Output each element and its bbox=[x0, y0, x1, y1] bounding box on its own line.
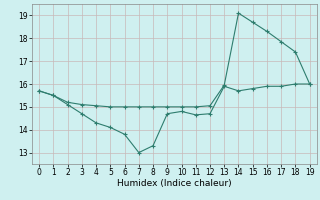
X-axis label: Humidex (Indice chaleur): Humidex (Indice chaleur) bbox=[117, 179, 232, 188]
